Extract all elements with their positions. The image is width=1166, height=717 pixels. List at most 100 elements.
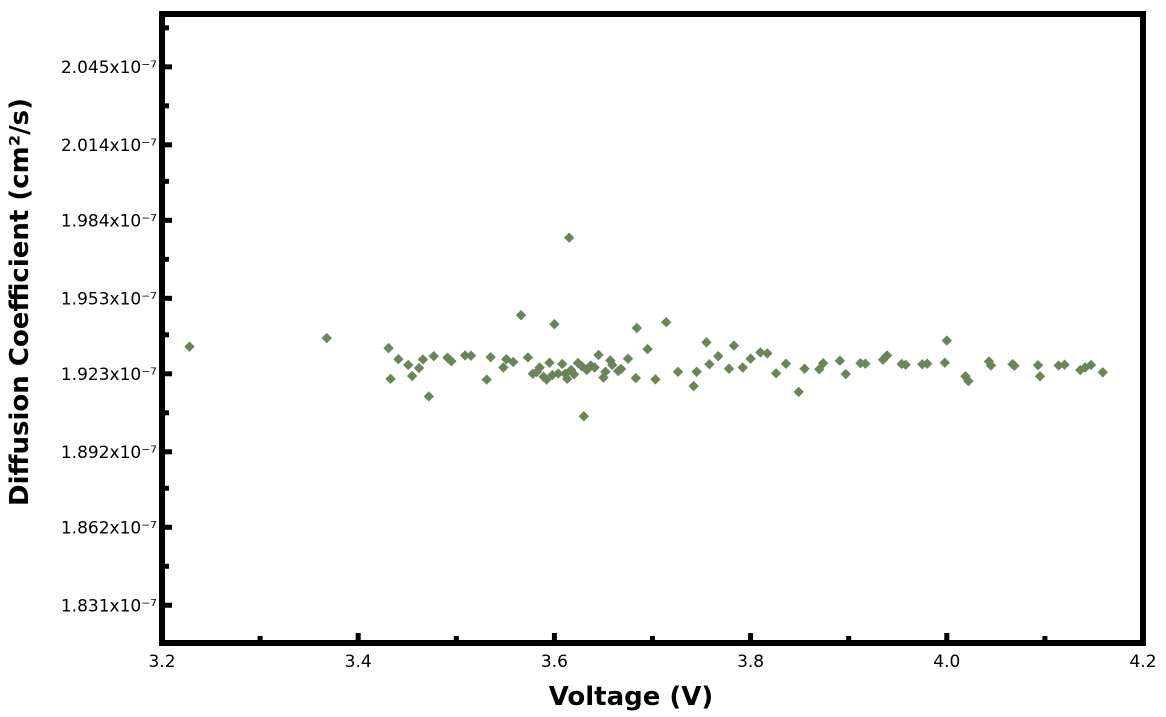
data-point [881,350,893,361]
x-tick-label: 3.6 [541,652,568,672]
data-point [598,372,609,383]
data-point [921,358,933,369]
y-tick-label: 1.831x10⁻⁷ [61,596,157,616]
data-point [1075,364,1086,376]
data-point [184,341,195,352]
data-point [515,309,527,321]
data-point [600,366,611,377]
data-point [423,391,435,402]
data-point [630,372,642,384]
data-point [563,232,575,243]
data-point [661,317,672,328]
data-point [622,353,634,364]
y-tick-label: 1.953x10⁻⁷ [61,289,157,309]
data-point [321,332,333,344]
axes: 1.831x10⁻⁷ 1.862x10⁻⁷ 1.892x10⁻⁷ 1.923x10⁻⁷… [61,11,1157,672]
y-tick-label: 1.984x10⁻⁷ [61,211,157,231]
data-point [522,352,534,363]
data-point [413,362,425,374]
data-point [704,359,715,370]
data-point [840,368,851,380]
data-point [650,374,661,385]
data-point [793,386,804,398]
data-point [723,363,735,374]
data-point [691,366,702,377]
data-point [939,357,951,368]
data-point [589,362,600,373]
data-point [446,356,457,367]
data-point [561,373,573,385]
data-point [576,361,588,372]
data-point [737,362,748,373]
y-tick-label: 1.862x10⁻⁷ [61,518,157,538]
data-point [465,350,477,361]
data-point [607,359,618,371]
data-point [799,363,810,374]
data-point [985,360,997,371]
data-point [507,356,519,368]
data-point [688,380,699,392]
data-point [553,368,564,379]
data-point [817,358,829,369]
data-point [1034,371,1046,382]
data-point [498,362,509,373]
data-point [631,322,643,334]
plot-frame [159,11,1146,646]
data-point [544,357,555,368]
data-point [615,363,627,375]
data-point [581,364,592,376]
x-tick-label: 4.0 [933,652,960,672]
data-point [834,355,846,366]
data-point [770,368,782,379]
data-points [184,232,1108,422]
data-point [531,366,542,378]
data-point [745,353,756,364]
data-point [1085,359,1097,371]
x-tick-label: 3.2 [148,652,175,672]
data-point [900,359,911,370]
data-point [541,374,552,385]
data-point [855,358,866,369]
data-point [1097,367,1108,378]
data-point [877,354,889,365]
data-point [860,358,871,369]
y-axis-title: Diffusion Coefficient (cm²/s) [5,98,35,506]
data-point [572,357,584,369]
x-tick-label: 3.8 [737,652,764,672]
data-point [459,350,471,361]
data-point [642,343,653,355]
data-point [578,411,590,422]
data-point [983,356,995,367]
data-point [557,358,568,370]
data-point [568,369,580,380]
x-tick-label: 4.2 [1129,652,1156,672]
data-point [385,373,396,385]
data-point [672,366,684,377]
data-point [549,319,560,330]
data-point [728,340,740,351]
data-point [485,351,496,363]
data-point [406,370,418,382]
y-tick-label: 1.923x10⁻⁷ [61,365,157,385]
data-point [780,358,792,369]
y-tick-label: 1.892x10⁻⁷ [61,443,157,463]
data-point [428,350,439,362]
data-point [403,359,414,371]
data-point [1059,359,1070,370]
data-point [481,374,492,385]
data-point [762,348,773,359]
y-tick-label: 2.014x10⁻⁷ [61,136,157,156]
data-point [941,335,952,346]
data-point [1009,360,1020,371]
data-point [963,375,974,387]
data-point [593,349,604,361]
data-point [417,354,429,365]
data-point [1032,360,1044,371]
data-point [383,342,394,354]
data-point [755,347,766,358]
data-point [1079,362,1091,373]
x-axis-title: Voltage (V) [549,682,714,712]
y-tick-label: 2.045x10⁻⁷ [61,58,157,78]
data-point [534,362,545,373]
